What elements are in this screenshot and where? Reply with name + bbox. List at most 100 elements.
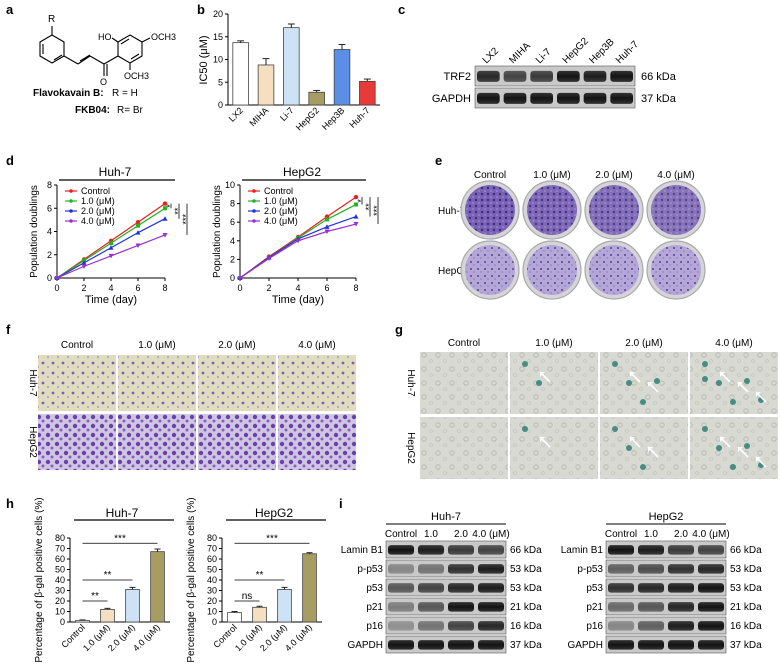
protein-band: [668, 621, 694, 631]
protein-band: [668, 564, 694, 574]
arrow-head: [756, 457, 761, 462]
lane-label: 4.0 (μM): [472, 529, 509, 540]
row-label: HepG2: [438, 266, 470, 277]
x-tick-label: 4: [108, 283, 113, 293]
y-tick-label: 30: [55, 586, 65, 596]
condition-label: 1.0 (μM): [533, 170, 570, 181]
band-name: Lamin B1: [561, 545, 604, 556]
band-size: 37 kDa: [641, 93, 677, 105]
x-tick-label: 0: [237, 283, 242, 293]
hepg2-growth-chart: HepG2 0 2 4 6 8 10 0 2 4 6 8 Time (day) Population do…: [212, 165, 382, 306]
colony-stain: [651, 245, 701, 295]
data-point: [324, 224, 330, 229]
data-point: [163, 206, 167, 211]
colony-stain: [651, 185, 701, 235]
protein-band: [668, 583, 694, 593]
protein-band: [448, 564, 474, 574]
protein-band: [530, 92, 553, 104]
micrograph: [420, 417, 508, 479]
colony-stain: [465, 185, 515, 235]
panel-label-h: h: [6, 496, 14, 511]
legend-label: 1.0 (μM): [264, 196, 298, 206]
substituent-r-label: R: [48, 14, 55, 25]
bar: [308, 91, 325, 106]
legend-marker: [69, 219, 73, 223]
y-tick-label: 50: [207, 565, 217, 575]
data-point: [81, 264, 87, 269]
band-name: GAPDH: [567, 640, 603, 651]
protein-band: [477, 70, 500, 82]
transwell-grid: Control 1.0 (μM) 2.0 (μM) 4.0 (μM) Huh-7 HepG…: [27, 340, 356, 470]
y-tick-label: 15: [213, 32, 223, 42]
protein-band: [448, 545, 474, 555]
data-point: [353, 222, 359, 227]
band-size: 16 kDa: [730, 621, 762, 632]
arrow-head: [630, 437, 635, 442]
transwell-image: [38, 355, 116, 411]
band-name: p21: [586, 602, 603, 613]
lane-label: 1.0: [424, 529, 438, 540]
row-label: HepG2: [27, 426, 38, 458]
legend-marker: [252, 209, 256, 213]
protein-band: [698, 602, 724, 612]
chart-title: HepG2: [255, 506, 293, 520]
legend-marker: [69, 199, 73, 203]
protein-band: [418, 640, 444, 650]
blue-stained-cell: [626, 380, 632, 386]
panel-label-g: g: [395, 322, 403, 337]
data-point: [108, 245, 114, 250]
condition-label: Control: [474, 170, 506, 181]
data-point: [325, 217, 329, 222]
protein-band: [418, 564, 444, 574]
panel-label-b: b: [197, 2, 205, 17]
protein-band: [388, 564, 414, 574]
blue-stained-cell: [730, 399, 736, 405]
lane-label: Huh-7: [614, 39, 641, 66]
protein-band: [583, 92, 607, 104]
arrow-head: [738, 382, 743, 387]
transwell-image: [198, 355, 276, 411]
blue-stained-cell: [702, 426, 708, 432]
legend-marker: [69, 209, 73, 213]
data-point: [108, 253, 114, 259]
data-point: [135, 230, 141, 235]
bar: [100, 609, 115, 623]
condition-label: 2.0 (μM): [625, 338, 662, 349]
y-tick-label: 6: [47, 203, 52, 213]
blue-stained-cell: [640, 464, 646, 470]
y-axis-label: IC50 (μM): [198, 35, 210, 84]
significance-mark: *: [356, 199, 366, 203]
protein-band: [608, 621, 634, 631]
band-name: Lamin B1: [341, 545, 384, 556]
protein-band: [698, 621, 724, 631]
y-tick-label: 0: [47, 273, 52, 283]
data-point: [354, 202, 358, 207]
protein-band: [478, 602, 504, 612]
x-axis-label: Time (day): [85, 294, 137, 306]
y-tick-label: 10: [213, 55, 223, 65]
x-tick-label: 8: [353, 283, 358, 293]
protein-band: [478, 640, 504, 650]
band-name: TRF2: [444, 71, 472, 83]
row-label: Huh-7: [27, 369, 38, 397]
legend-label: 4.0 (μM): [81, 216, 115, 226]
colony-stain: [527, 185, 577, 235]
band-name: p-p53: [357, 564, 383, 575]
fkb-name: Flavokavain B:: [33, 88, 104, 99]
protein-band: [698, 545, 724, 555]
significance-mark: ***: [372, 205, 382, 216]
lane-label: 1.0: [644, 529, 658, 540]
protein-band: [608, 640, 634, 650]
protein-band: [668, 602, 694, 612]
blue-stained-cell: [702, 376, 708, 382]
lane-label: Hep3B: [587, 36, 617, 66]
y-tick-label: 0: [60, 617, 65, 627]
blue-stained-cell: [626, 445, 632, 451]
y-tick-label: 80: [207, 533, 217, 543]
bar: [302, 553, 317, 623]
bar: [333, 49, 351, 106]
panel-label-f: f: [6, 322, 11, 337]
blot-membrane: [605, 597, 727, 616]
blue-stained-cell: [522, 361, 528, 367]
protein-band: [448, 583, 474, 593]
